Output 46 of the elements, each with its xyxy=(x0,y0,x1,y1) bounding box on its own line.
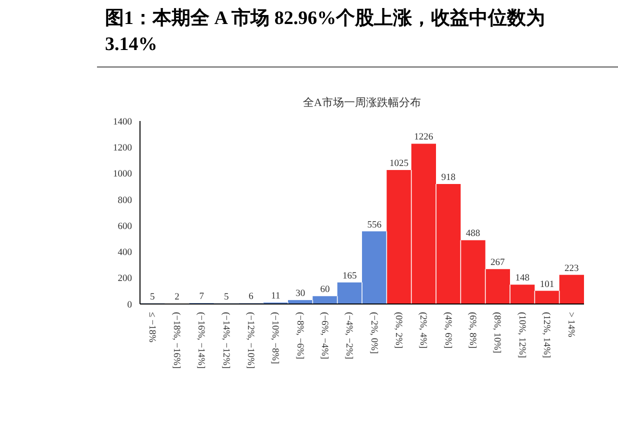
x-tick-label: (6%, 8%] xyxy=(467,312,477,348)
data-label: 60 xyxy=(320,285,330,296)
y-tick-label: 200 xyxy=(118,274,132,284)
data-label: 223 xyxy=(564,264,580,274)
x-tick-label: (2%, 4%] xyxy=(418,312,428,348)
x-tick-label: (−8%, −6%] xyxy=(294,312,304,360)
data-label: 5 xyxy=(224,292,229,302)
x-tick-label: (10%, 12%] xyxy=(516,312,526,358)
x-tick-label: (−2%, 0%] xyxy=(368,312,378,354)
x-tick-label: (0%, 2%] xyxy=(393,312,403,348)
data-label: 7 xyxy=(199,292,204,302)
x-tick-label: (12%, 14%] xyxy=(541,312,551,358)
x-tick-label: (−4%, −2%] xyxy=(344,312,354,360)
y-tick-label: 1200 xyxy=(113,143,132,154)
data-label: 11 xyxy=(271,292,280,302)
y-tick-label: 0 xyxy=(127,300,132,310)
y-tick-label: 800 xyxy=(118,196,132,206)
data-label: 5 xyxy=(150,292,155,302)
data-label: 1226 xyxy=(414,132,434,143)
x-tick-label: (8%, 10%] xyxy=(492,312,502,354)
x-tick-label: > 14% xyxy=(566,312,576,338)
data-label: 267 xyxy=(490,258,506,268)
data-label: 488 xyxy=(466,229,480,240)
x-tick-label: (−16%, −14%] xyxy=(196,312,206,369)
chart-title: 图1：本期全 A 市场 82.96%个股上涨，收益中位数为 3.14% xyxy=(105,6,546,57)
x-tick-label: (−12%, −10%] xyxy=(245,312,255,369)
data-label: 6 xyxy=(248,292,254,302)
x-tick-label: (−14%, −12%] xyxy=(220,312,230,369)
y-tick-label: 1000 xyxy=(113,170,132,180)
x-tick-label: (−10%, −8%] xyxy=(270,312,280,364)
chart-subtitle: 全A市场一周涨跌幅分布 xyxy=(303,96,421,109)
y-tick-label: 400 xyxy=(118,248,132,258)
x-tick-label: (−18%, −16%] xyxy=(171,312,181,369)
data-label: 165 xyxy=(342,271,358,282)
data-label: 2 xyxy=(174,292,180,303)
data-label: 148 xyxy=(515,274,530,284)
data-label: 30 xyxy=(296,289,306,300)
y-tick-label: 1400 xyxy=(113,117,132,128)
data-label: 101 xyxy=(540,280,554,290)
x-tick-label: (−6%, −4%] xyxy=(319,312,329,360)
x-tick-label: ≤ −18% xyxy=(146,312,156,342)
y-tick-label: 600 xyxy=(118,222,132,232)
data-label: 1025 xyxy=(390,159,409,170)
data-label: 918 xyxy=(441,173,456,184)
data-label: 556 xyxy=(367,220,382,230)
x-tick-label: (4%, 6%] xyxy=(442,312,452,348)
